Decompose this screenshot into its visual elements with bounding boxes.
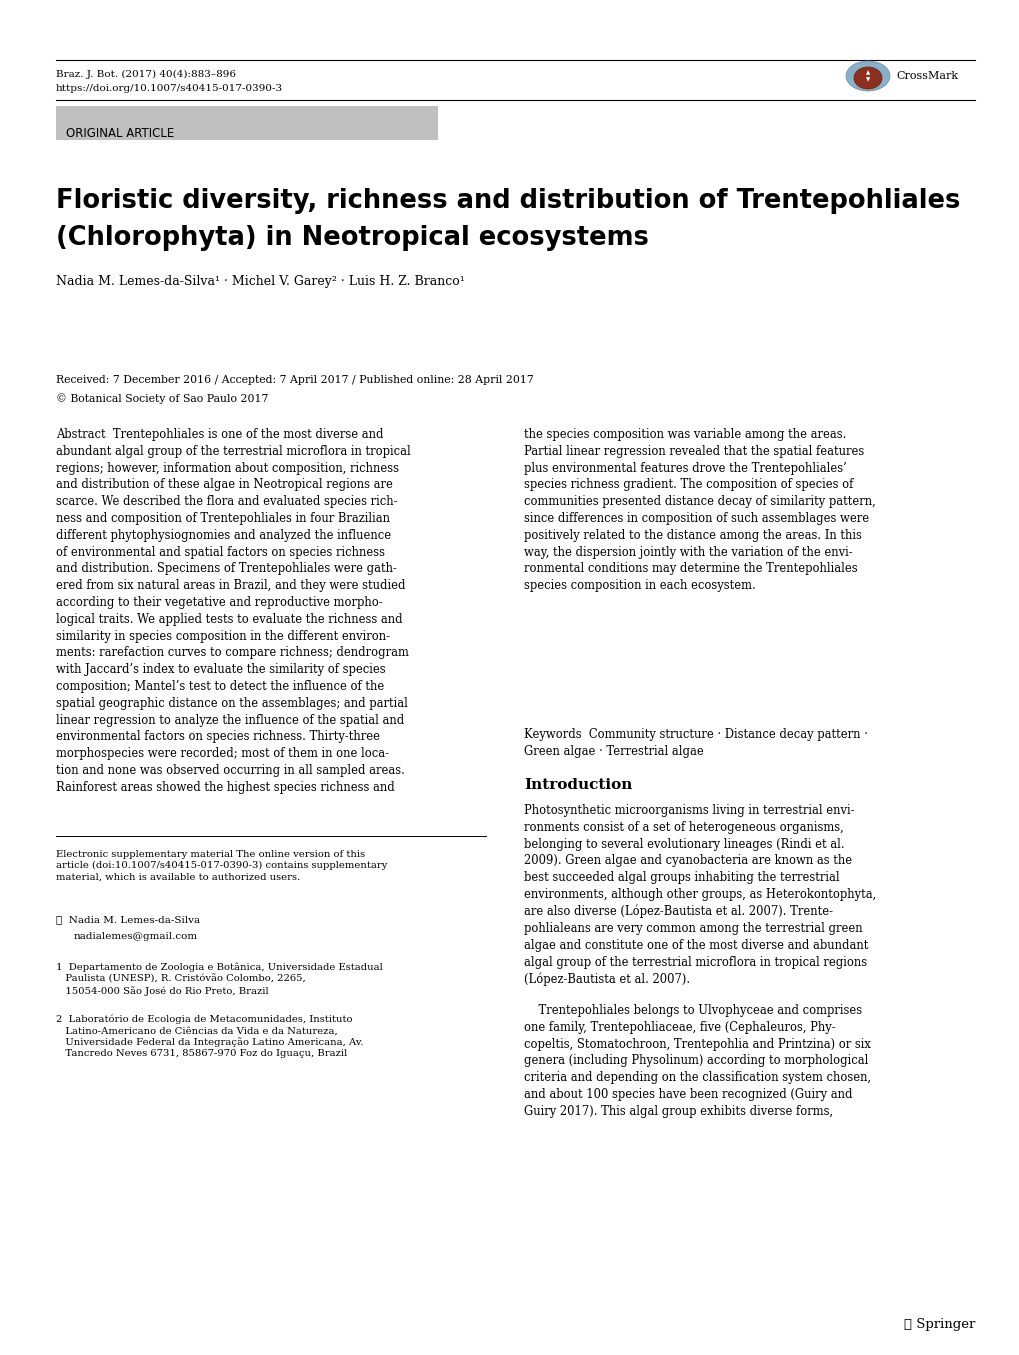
Text: (Chlorophyta) in Neotropical ecosystems: (Chlorophyta) in Neotropical ecosystems [56, 225, 648, 251]
Text: 2  Laboratório de Ecologia de Metacomunidades, Instituto
   Latino-Americano de : 2 Laboratório de Ecologia de Metacomunid… [56, 1015, 363, 1058]
Text: Introduction: Introduction [524, 778, 632, 793]
Ellipse shape [845, 61, 890, 91]
Text: Photosynthetic microorganisms living in terrestrial envi-
ronments consist of a : Photosynthetic microorganisms living in … [524, 804, 875, 986]
Text: Received: 7 December 2016 / Accepted: 7 April 2017 / Published online: 28 April : Received: 7 December 2016 / Accepted: 7 … [56, 375, 533, 385]
Text: nadialemes@gmail.com: nadialemes@gmail.com [74, 932, 198, 940]
Text: Green algae · Terrestrial algae: Green algae · Terrestrial algae [524, 745, 703, 757]
Text: ℓ Springer: ℓ Springer [903, 1318, 974, 1331]
Text: ORIGINAL ARTICLE: ORIGINAL ARTICLE [66, 127, 174, 140]
Text: Braz. J. Bot. (2017) 40(4):883–896: Braz. J. Bot. (2017) 40(4):883–896 [56, 70, 235, 79]
Text: https://doi.org/10.1007/s40415-017-0390-3: https://doi.org/10.1007/s40415-017-0390-… [56, 84, 283, 93]
Text: Trentepohliales belongs to Ulvophyceae and comprises
one family, Trentepohliacea: Trentepohliales belongs to Ulvophyceae a… [524, 1004, 870, 1118]
Text: ✉  Nadia M. Lemes-da-Silva: ✉ Nadia M. Lemes-da-Silva [56, 915, 200, 924]
Text: Electronic supplementary material The online version of this
article (doi:10.100: Electronic supplementary material The on… [56, 850, 387, 882]
Text: Nadia M. Lemes-da-Silva¹ · Michel V. Garey² · Luis H. Z. Branco¹: Nadia M. Lemes-da-Silva¹ · Michel V. Gar… [56, 275, 465, 289]
Text: Floristic diversity, richness and distribution of Trentepohliales: Floristic diversity, richness and distri… [56, 188, 960, 214]
Text: ▼: ▼ [865, 77, 869, 83]
Text: CrossMark: CrossMark [895, 70, 957, 81]
Text: Keywords  Community structure · Distance decay pattern ·: Keywords Community structure · Distance … [524, 728, 867, 741]
Text: 1  Departamento de Zoologia e Botânica, Universidade Estadual
   Paulista (UNESP: 1 Departamento de Zoologia e Botânica, U… [56, 963, 382, 996]
Text: © Botanical Society of Sao Paulo 2017: © Botanical Society of Sao Paulo 2017 [56, 393, 268, 404]
Text: ▲: ▲ [865, 70, 869, 76]
FancyBboxPatch shape [56, 106, 437, 140]
Text: Abstract  Trentepohliales is one of the most diverse and
abundant algal group of: Abstract Trentepohliales is one of the m… [56, 428, 411, 794]
Text: the species composition was variable among the areas.
Partial linear regression : the species composition was variable amo… [524, 428, 875, 592]
Ellipse shape [853, 66, 881, 89]
